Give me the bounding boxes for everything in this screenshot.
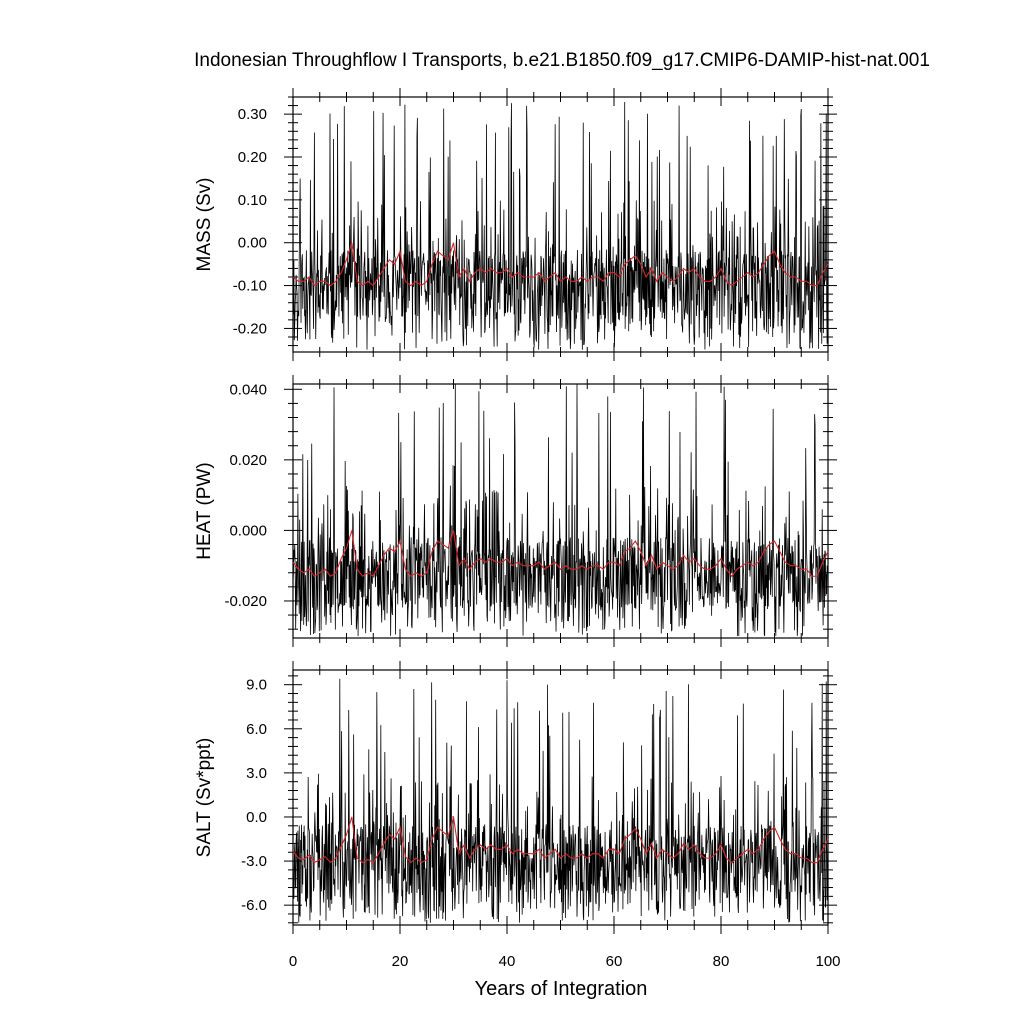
x-tick-label: 60 xyxy=(606,953,623,970)
y-tick-label: -0.020 xyxy=(224,593,267,610)
y-tick-label: -0.10 xyxy=(233,278,267,295)
y-tick-label: 0.000 xyxy=(229,522,267,539)
y-tick-label: 0.0 xyxy=(246,809,267,826)
y-axis-label: SALT (Sv*ppt) xyxy=(194,738,215,858)
x-tick-label: 40 xyxy=(499,953,516,970)
y-tick-label: -0.20 xyxy=(233,320,267,337)
y-tick-label: 3.0 xyxy=(246,765,267,782)
annual-mean-line xyxy=(292,816,829,864)
plot-frame xyxy=(292,383,829,639)
annual-mean-line xyxy=(292,530,829,578)
y-tick-label: 0.30 xyxy=(238,106,267,123)
y-axis-label: HEAT (PW) xyxy=(194,462,215,559)
panel-salt: 9.0 6.0 3.0 0.0 -3.0 -6.0 SALT (Sv*ppt) xyxy=(194,661,837,934)
y-tick-label: 0.20 xyxy=(238,149,267,166)
x-axis-label: Years of Integration xyxy=(475,978,648,1000)
x-tick-label: 0 xyxy=(289,953,297,970)
panel-heat: 0.040 0.020 0.000 -0.020 HEAT (PW) xyxy=(194,375,837,647)
x-tick-label: 100 xyxy=(815,953,840,970)
monthly-series-line xyxy=(293,101,828,350)
y-tick-label: -6.0 xyxy=(241,897,267,914)
chart-title: Indonesian Throughflow I Transports, b.e… xyxy=(194,50,930,71)
y-axis-label: MASS (Sv) xyxy=(194,178,215,272)
panel-mass: 0.30 0.20 0.10 0.00 -0.10 -0.20 MASS (Sv) xyxy=(194,88,837,361)
y-tick-label: 0.10 xyxy=(238,192,267,209)
monthly-series-line xyxy=(293,384,828,637)
y-tick-label: 9.0 xyxy=(246,677,267,694)
annual-mean-line xyxy=(292,242,829,287)
y-tick-label: -3.0 xyxy=(241,853,267,870)
y-tick-label: 6.0 xyxy=(246,721,267,738)
monthly-series-line xyxy=(293,678,828,923)
x-tick-label: 20 xyxy=(392,953,409,970)
y-tick-label: 0.040 xyxy=(229,381,267,398)
y-tick-label: 0.020 xyxy=(229,452,267,469)
y-tick-label: 0.00 xyxy=(238,235,267,252)
x-tick-label: 80 xyxy=(713,953,730,970)
